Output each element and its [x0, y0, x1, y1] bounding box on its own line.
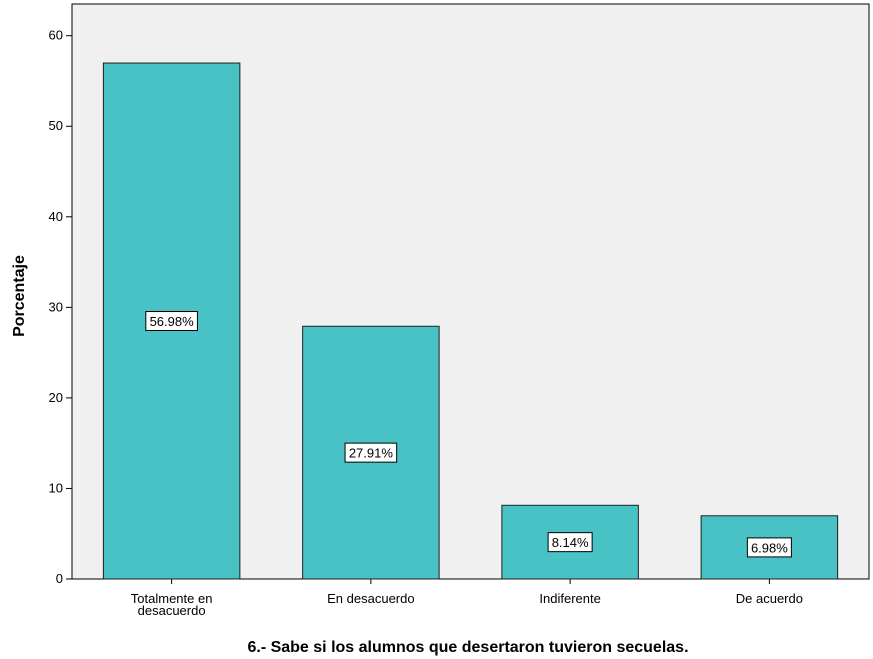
y-tick-label: 60 [49, 28, 63, 43]
x-category-label: desacuerdo [138, 603, 206, 618]
y-axis-title: Porcentaje [11, 255, 28, 337]
y-tick-label: 0 [56, 571, 63, 586]
data-label-box [344, 442, 398, 463]
data-label-box [547, 532, 593, 553]
x-axis-title: 6.- Sabe si los alumnos que desertaron t… [247, 639, 688, 656]
y-axis-ticks: 0 10 20 30 40 50 60 [49, 28, 72, 586]
y-tick-label: 20 [49, 390, 63, 405]
y-tick-label: 40 [49, 209, 63, 224]
data-label: 8.14% [552, 535, 589, 550]
data-label: 6.98% [751, 540, 788, 555]
data-label-box [145, 311, 198, 332]
x-category-label: Indiferente [539, 591, 600, 606]
x-category-label: De acuerdo [736, 591, 803, 606]
y-tick-label: 50 [49, 118, 63, 133]
data-label: 56.98% [150, 314, 195, 329]
data-label-box [746, 537, 792, 558]
x-category-label: Totalmente en [131, 591, 213, 606]
data-label: 27.91% [349, 446, 394, 461]
bars: 56.98% 27.91% 8.14% 6.98% [102, 62, 839, 580]
y-tick-label: 10 [49, 480, 63, 495]
x-category-label: En desacuerdo [327, 591, 414, 606]
y-tick-label: 30 [49, 299, 63, 314]
